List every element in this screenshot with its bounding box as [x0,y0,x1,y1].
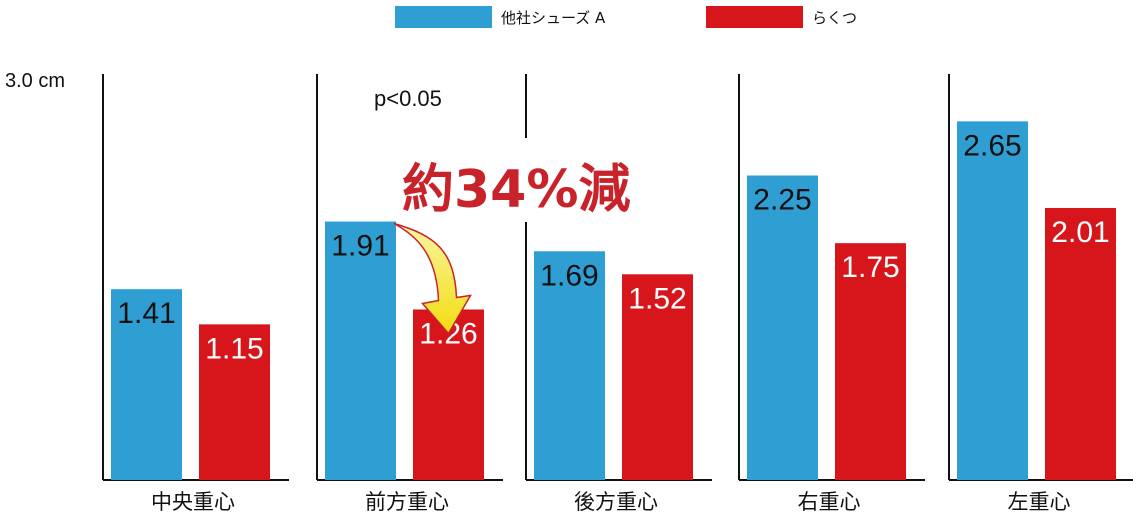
bar-value-label: 1.91 [331,230,389,263]
bar-other-shoes [325,221,396,480]
bar-rakutsu [622,274,693,480]
bar-value-label: 2.65 [963,129,1021,162]
bar-value-label: 1.15 [205,332,263,365]
bar-value-label: 1.69 [540,259,598,292]
bar-rakutsu [835,243,906,480]
category-label: 左重心 [1008,490,1071,514]
bar-other-shoes [747,175,818,480]
bar-rakutsu [199,324,270,480]
labels-layer: 中央重心 前方重心 後方重心 右重心 左重心 1.41 1.91 1.69 2.25 2.65 1.… [117,129,1109,514]
category-label: 前方重心 [365,490,449,514]
bar-value-label: 2.25 [753,184,811,217]
p-value-annotation: p<0.05 [374,86,442,111]
bar-other-shoes [534,251,605,480]
legend-label-rakutsu: らくつ [812,9,857,27]
bar-other-shoes [111,289,182,480]
category-label: 中央重心 [151,490,235,514]
bars-layer [111,121,1116,481]
bar-value-label: 1.75 [841,251,899,284]
bar-value-label: 1.52 [628,282,686,315]
bar-rakutsu [413,309,484,480]
legend-swatch-rakutsu [706,6,803,28]
bar-value-label: 2.01 [1051,216,1109,249]
legend: 他社シューズ A らくつ [395,6,857,28]
legend-label-other-shoes: 他社シューズ A [501,9,606,27]
y-axis-max-label: 3.0 cm [5,70,65,92]
category-label: 後方重心 [574,490,658,514]
legend-swatch-other-shoes [395,6,492,28]
bar-value-label: 1.41 [117,297,175,330]
reduction-annotation: 約34%減 [402,160,630,220]
bar-rakutsu [1045,207,1116,481]
bar-other-shoes [957,121,1028,480]
reduction-arrow-icon [393,222,472,335]
category-label: 右重心 [798,490,861,514]
